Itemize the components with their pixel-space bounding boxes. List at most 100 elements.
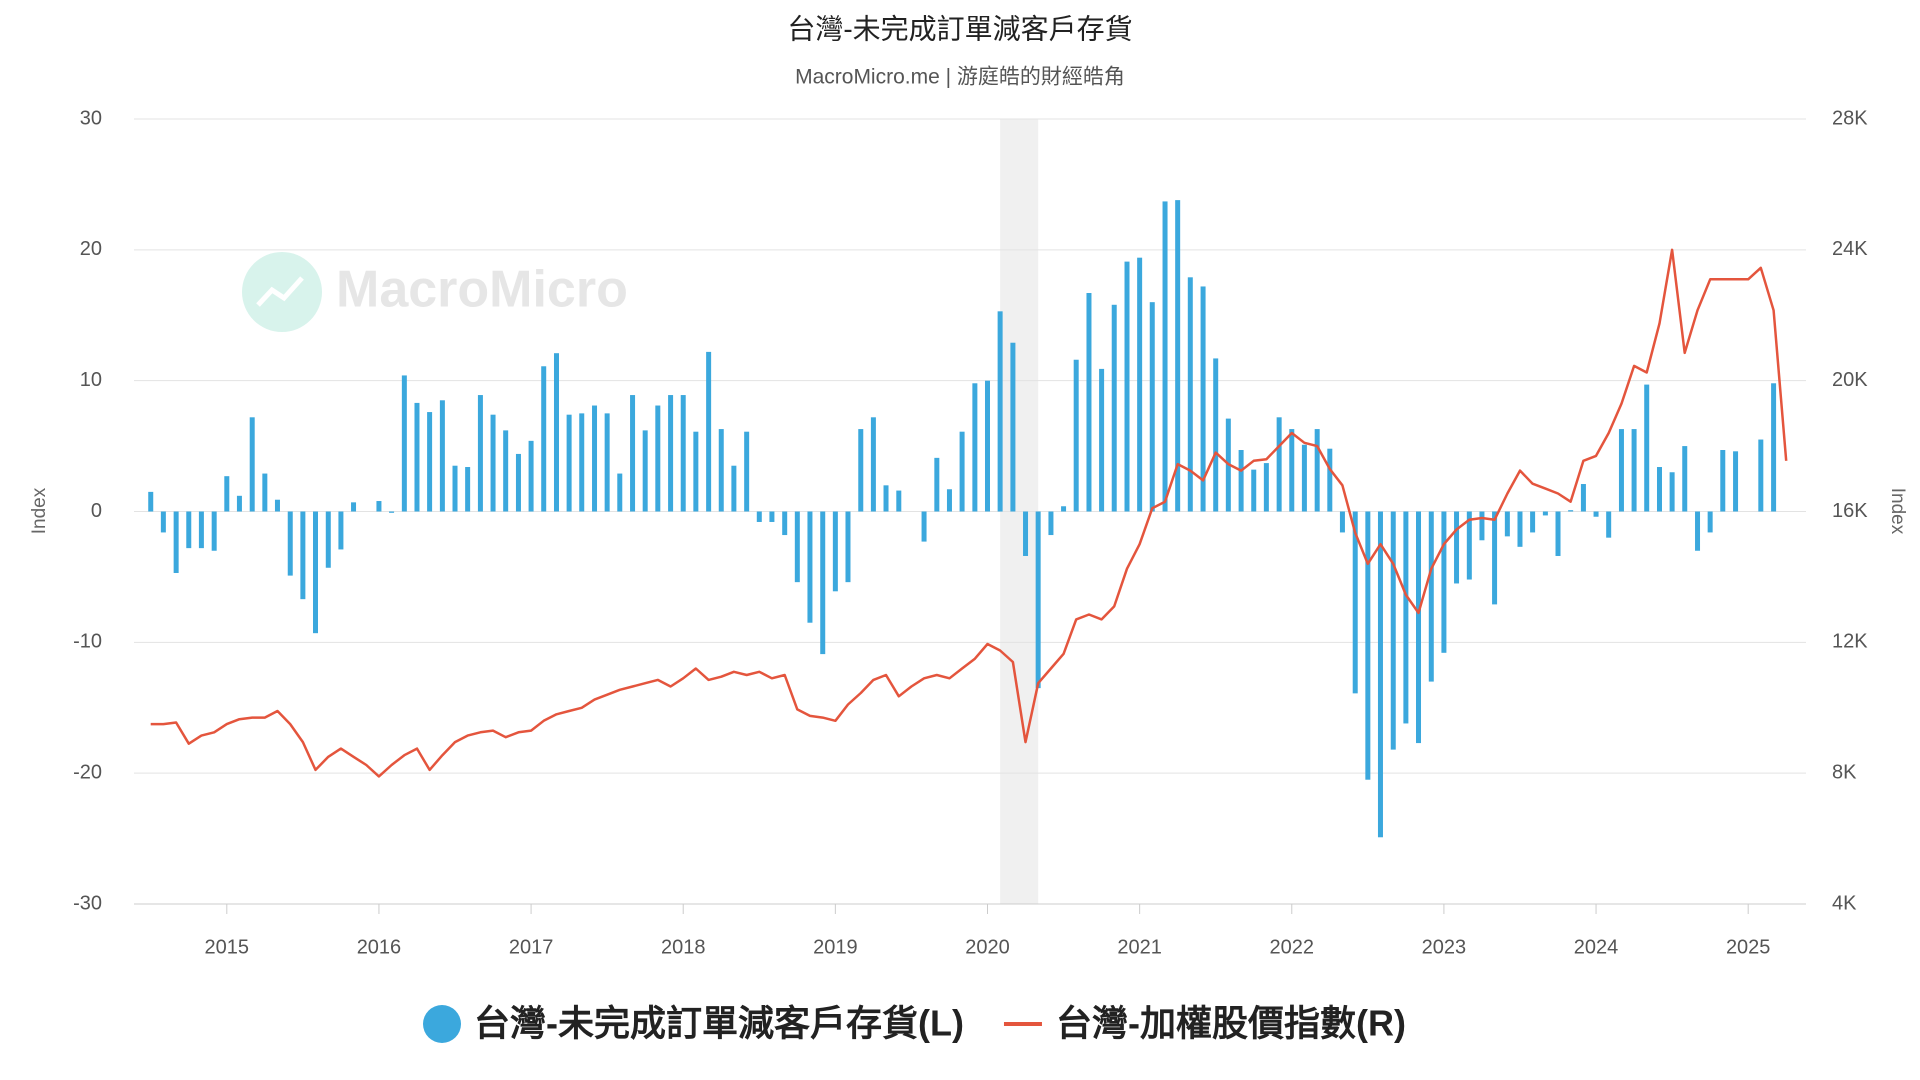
bar xyxy=(1149,302,1155,512)
x-tick-label: 2023 xyxy=(1422,936,1467,958)
bar xyxy=(870,417,876,512)
bar xyxy=(807,511,813,623)
bar xyxy=(553,353,559,512)
bar xyxy=(883,485,889,512)
bar xyxy=(414,402,420,512)
bar xyxy=(1669,472,1675,512)
bar xyxy=(1200,286,1206,512)
bar xyxy=(1175,200,1181,512)
y2-axis-title: Index xyxy=(1887,488,1908,535)
bar xyxy=(503,430,509,512)
bar xyxy=(1365,511,1371,780)
bar xyxy=(186,511,192,549)
bar xyxy=(1213,358,1219,512)
bar xyxy=(934,457,940,512)
bar xyxy=(515,453,521,512)
bar xyxy=(1441,511,1447,653)
bar xyxy=(1276,417,1282,512)
y-tick-label: 20 xyxy=(80,238,102,260)
bar xyxy=(300,511,306,600)
y-tick-label: -20 xyxy=(73,761,102,783)
bar xyxy=(427,412,433,512)
bar xyxy=(1416,511,1422,744)
bar xyxy=(630,395,636,512)
y-tick-label: 10 xyxy=(80,369,102,391)
bar xyxy=(1187,277,1193,512)
watermark: MacroMicro xyxy=(336,261,628,319)
bar xyxy=(236,495,242,512)
bar xyxy=(668,395,674,512)
bar xyxy=(959,431,965,512)
bar xyxy=(1061,506,1067,512)
bar xyxy=(794,511,800,583)
bar xyxy=(1720,450,1726,512)
bar xyxy=(1339,511,1345,533)
legend-label: 台灣-加權股價指數(R) xyxy=(1056,1003,1406,1044)
bar xyxy=(1352,511,1358,694)
bar xyxy=(1403,511,1409,724)
bar xyxy=(972,383,978,512)
bar xyxy=(1695,511,1701,551)
bar xyxy=(313,511,319,634)
x-tick-label: 2025 xyxy=(1726,936,1771,958)
bar xyxy=(858,429,864,512)
bar xyxy=(1504,511,1510,537)
bar xyxy=(465,467,471,512)
x-tick-label: 2022 xyxy=(1270,936,1315,958)
bar xyxy=(1707,511,1713,533)
x-tick-label: 2020 xyxy=(965,936,1010,958)
x-tick-label: 2015 xyxy=(205,936,250,958)
x-tick-label: 2024 xyxy=(1574,936,1619,958)
bar xyxy=(1644,384,1650,512)
bar xyxy=(1454,511,1460,584)
y-tick-label: 30 xyxy=(80,107,102,129)
legend-label: 台灣-未完成訂單減客戶存貨(L) xyxy=(474,1003,964,1044)
bar xyxy=(769,511,775,522)
bar xyxy=(490,414,496,512)
watermark-logo-icon xyxy=(256,276,304,307)
bar xyxy=(706,351,712,512)
bar xyxy=(756,511,762,522)
bar xyxy=(224,476,230,512)
bar xyxy=(211,511,217,551)
bar xyxy=(680,395,686,512)
bar xyxy=(832,511,838,592)
bar xyxy=(642,430,648,512)
bar xyxy=(1086,293,1092,512)
bar xyxy=(1390,511,1396,750)
bar xyxy=(1073,359,1079,512)
bar xyxy=(1733,451,1739,512)
bar xyxy=(1517,511,1523,547)
bar xyxy=(1580,484,1586,512)
bar xyxy=(1124,261,1130,512)
bar xyxy=(1263,463,1269,512)
bar xyxy=(1530,511,1536,533)
bar xyxy=(1301,444,1307,512)
bar xyxy=(1238,450,1244,512)
bar xyxy=(1618,429,1624,512)
bar xyxy=(693,431,699,512)
bar xyxy=(325,511,331,568)
bar xyxy=(389,511,395,513)
y2-tick-label: 12K xyxy=(1832,631,1868,653)
y-tick-label: -30 xyxy=(73,892,102,914)
bar xyxy=(1593,511,1599,517)
bar xyxy=(1023,511,1029,556)
bar xyxy=(1466,511,1472,580)
bar xyxy=(160,511,166,533)
bar xyxy=(249,417,255,512)
y2-tick-label: 24K xyxy=(1832,238,1868,260)
bar xyxy=(1251,469,1257,512)
bar xyxy=(376,501,382,512)
bar xyxy=(604,413,610,512)
bar xyxy=(566,414,572,512)
x-tick-label: 2018 xyxy=(661,936,706,958)
bar xyxy=(541,366,547,512)
bar xyxy=(896,490,902,512)
bar xyxy=(1162,201,1168,512)
bar xyxy=(1631,429,1637,512)
bar xyxy=(1137,257,1143,512)
chart-subtitle: MacroMicro.me | 游庭皓的財經皓角 xyxy=(795,66,1125,89)
x-tick-label: 2021 xyxy=(1117,936,1162,958)
